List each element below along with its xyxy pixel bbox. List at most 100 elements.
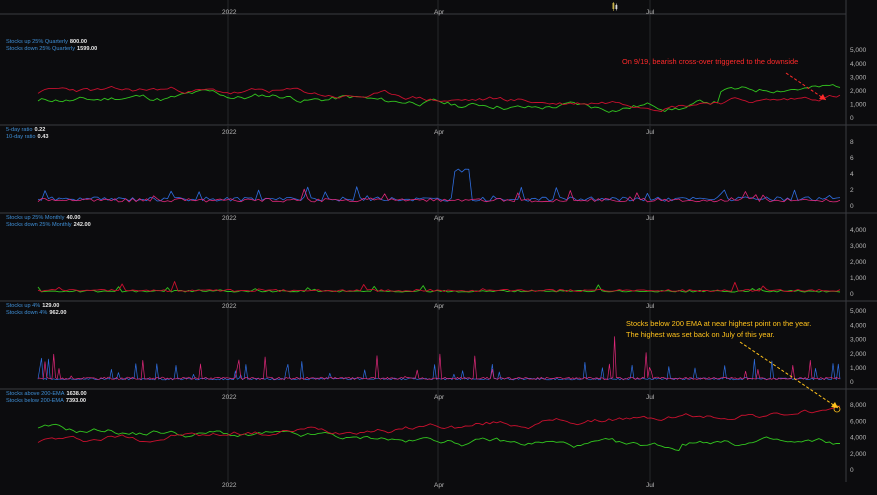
price-axis-label: 2,000 [850, 259, 867, 266]
legend-value: 800.00 [69, 39, 87, 45]
series-stocks-down-25-monthly [37, 281, 841, 293]
legend-label: Stocks down 25% Monthly [6, 222, 72, 228]
annotation-200ema: Stocks below 200 EMA at near highest poi… [626, 319, 811, 340]
price-axis-label: 1,000 [850, 102, 867, 109]
annotation-arrows [739, 72, 841, 413]
time-axis-label: Apr [434, 482, 445, 489]
annotation-crossover: On 9/19, bearish cross-over triggered to… [622, 57, 798, 68]
series-layer [37, 84, 841, 451]
legend-label: Stocks below 200-EMA [6, 398, 64, 404]
legend-row: Stocks above 200-EMA 1638.00 [6, 391, 87, 398]
time-axis-label: 2022 [222, 129, 237, 136]
price-axis-label: 3,000 [850, 74, 867, 81]
legend-panel-3: Stocks up 25% Monthly 40.00 Stocks down 2… [6, 215, 91, 229]
price-axis-label: 1,000 [850, 275, 867, 282]
price-axis-label: 2,000 [850, 451, 867, 458]
price-axis-label: 6 [850, 155, 854, 162]
time-axis-label: Jul [646, 482, 655, 489]
time-axis-label: Apr [434, 9, 445, 16]
price-axis-label: 4 [850, 171, 854, 178]
legend-value: 962.00 [49, 310, 67, 316]
legend-label: 5-day ratio [6, 127, 33, 133]
legend-label: Stocks above 200-EMA [6, 391, 65, 397]
legend-value: 242.00 [73, 222, 91, 228]
price-axis-label: 1,000 [850, 365, 867, 372]
arrowhead-icon [819, 94, 826, 100]
series-stocks-up-25-quarterly [37, 84, 841, 113]
legend-label: Stocks up 25% Monthly [6, 215, 65, 221]
series-stocks-below-200-ema [37, 405, 841, 443]
legend-row: Stocks down 25% Quarterly 1599.00 [6, 46, 97, 53]
time-axis-label: Apr [434, 394, 445, 401]
legend-row: 5-day ratio 0.22 [6, 127, 48, 134]
legend-value: 40.00 [66, 215, 81, 221]
legend-panel-4: Stocks up 4% 129.00 Stocks down 4% 962.00 [6, 303, 66, 317]
price-axis-label: 0 [850, 467, 854, 474]
time-axis-label: Apr [434, 215, 445, 222]
legend-value: 1599.00 [77, 46, 98, 52]
time-axis-label: Apr [434, 129, 445, 136]
price-axis-label: 2 [850, 187, 854, 194]
price-axis-label: 8,000 [850, 402, 867, 409]
price-axis-label: 4,000 [850, 61, 867, 68]
legend-row: Stocks up 25% Quarterly 800.00 [6, 39, 97, 46]
legend-value: 1638.00 [66, 391, 87, 397]
legend-row: Stocks up 4% 129.00 [6, 303, 66, 310]
time-axis-label: 2022 [222, 394, 237, 401]
price-axis-label: 8 [850, 139, 854, 146]
legend-row: Stocks down 25% Monthly 242.00 [6, 222, 91, 229]
legend-row: 10-day ratio 0.43 [6, 134, 48, 141]
annotation-line: On 9/19, bearish cross-over triggered to… [622, 57, 799, 66]
annotation-arrow-red [785, 72, 827, 101]
price-axis-label: 5,000 [850, 47, 867, 54]
ticks-layer: 2022 Apr Jul 2022 Apr Jul 2022 Apr Jul 2022 Apr Jul… [222, 9, 867, 489]
series-5-day-ratio [37, 168, 841, 202]
time-axis-label: 2022 [222, 482, 237, 489]
price-axis-label: 6,000 [850, 418, 867, 425]
time-axis-label: 2022 [222, 303, 237, 310]
price-axis-label: 0 [850, 291, 854, 298]
series-stocks-above-200-ema [37, 423, 841, 451]
candle-icon[interactable] [612, 2, 618, 11]
time-axis-label: Jul [646, 215, 655, 222]
time-axis-label: 2022 [222, 215, 237, 222]
legend-panel-5: Stocks above 200-EMA 1638.00 Stocks below… [6, 391, 87, 405]
annotation-line: The highest was set back on July of this… [626, 329, 775, 339]
legend-label: Stocks down 4% [6, 310, 48, 316]
price-axis-label: 0 [850, 115, 854, 122]
price-axis-label: 4,000 [850, 435, 867, 442]
series-10-day-ratio [37, 188, 841, 203]
price-axis-label: 5,000 [850, 308, 867, 315]
legend-row: Stocks down 4% 962.00 [6, 310, 66, 317]
time-axis-label: Jul [646, 129, 655, 136]
arrowhead-icon [831, 402, 838, 408]
time-axis-label: Jul [646, 9, 655, 16]
legend-label: Stocks up 25% Quarterly [6, 39, 68, 45]
legend-value: 129.00 [42, 303, 60, 309]
price-axis-label: 4,000 [850, 322, 867, 329]
legend-row: Stocks up 25% Monthly 40.00 [6, 215, 91, 222]
legend-value: 7393.00 [65, 398, 87, 404]
legend-label: Stocks up 4% [6, 303, 41, 309]
legend-label: Stocks down 25% Quarterly [6, 46, 76, 52]
price-axis-label: 2,000 [850, 351, 867, 358]
legend-label: 10-day ratio [6, 134, 36, 140]
series-stocks-down-4 [37, 336, 841, 380]
legend-value: 0.22 [34, 127, 46, 133]
legend-row: Stocks below 200-EMA 7393.00 [6, 398, 87, 405]
legend-value: 0.43 [37, 134, 49, 140]
price-axis-label: 4,000 [850, 227, 867, 234]
price-axis-label: 3,000 [850, 243, 867, 250]
series-stocks-down-25-quarterly [37, 85, 841, 112]
time-axis-label: Jul [646, 394, 655, 401]
annotation-arrow-yellow [739, 341, 839, 409]
price-axis-label: 2,000 [850, 88, 867, 95]
annotation-line: Stocks below 200 EMA at near highest poi… [626, 319, 812, 328]
time-axis-label: Apr [434, 303, 445, 310]
highlight-marker-icon [833, 405, 841, 413]
time-axis-label: Jul [646, 303, 655, 310]
legend-panel-1: Stocks up 25% Quarterly 800.00 Stocks dow… [6, 39, 97, 53]
grid-layer [0, 0, 877, 482]
price-axis-label: 0 [850, 379, 854, 386]
